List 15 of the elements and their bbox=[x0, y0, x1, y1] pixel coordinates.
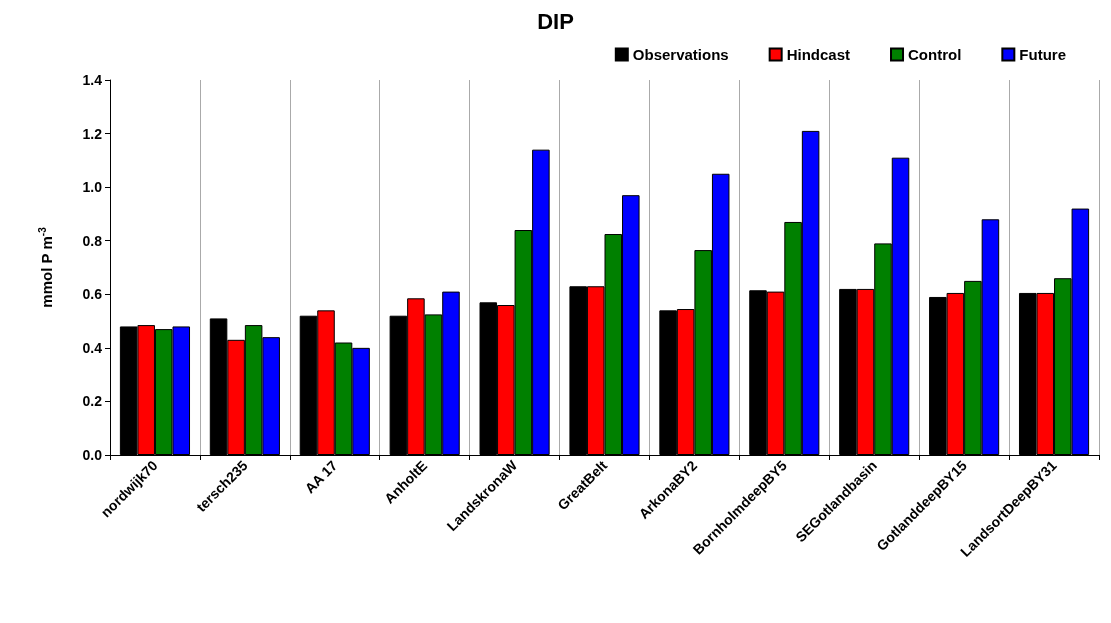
y-tick-label: 0.6 bbox=[82, 286, 103, 303]
legend-label: Hindcast bbox=[786, 46, 851, 63]
y-tick-label: 0.2 bbox=[82, 393, 103, 410]
legend-label: Observations bbox=[632, 46, 729, 63]
legend-label: Control bbox=[908, 46, 962, 63]
x-tick-label: AA 17 bbox=[301, 457, 341, 497]
chart-title: DIP bbox=[537, 8, 574, 34]
y-tick-label: 1.2 bbox=[82, 125, 103, 142]
y-tick-label: 0.8 bbox=[82, 232, 103, 249]
y-tick-label: 1.4 bbox=[82, 72, 103, 88]
y-axis-title: mmol P m-3 bbox=[36, 226, 55, 308]
y-tick-label: 0.4 bbox=[82, 339, 103, 356]
y-tick-label: 1.0 bbox=[82, 179, 103, 196]
y-tick-label: 0.0 bbox=[82, 447, 103, 463]
legend-label: Future bbox=[1019, 46, 1067, 63]
